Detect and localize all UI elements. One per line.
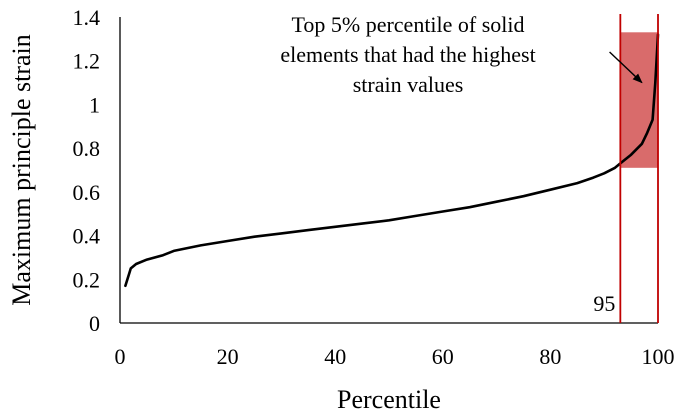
annotation-text-line: strain values: [353, 72, 464, 97]
percentile-marker-label: 95: [593, 291, 615, 316]
x-axis-title: Percentile: [337, 385, 441, 414]
y-tick-label: 0.8: [73, 136, 101, 161]
y-axis-title: Maximum principle strain: [7, 34, 36, 306]
y-tick-label: 0: [89, 311, 100, 336]
annotation-text-line: Top 5% percentile of solid: [291, 12, 524, 37]
x-tick-label: 0: [115, 344, 126, 369]
y-tick-label: 0.4: [73, 224, 101, 249]
y-tick-label: 0.6: [73, 180, 101, 205]
y-tick-label: 1: [89, 92, 100, 117]
strain-curve: [124, 33, 660, 288]
annotation-arrow: [609, 51, 643, 84]
x-tick-label: 100: [642, 344, 675, 369]
y-tick-label: 1.4: [73, 5, 101, 30]
x-tick-label: 40: [324, 344, 346, 369]
y-tick-label: 1.2: [73, 49, 101, 74]
x-tick-label: 60: [432, 344, 454, 369]
y-tick-label: 0.2: [73, 267, 101, 292]
annotation-text-line: elements that had the highest: [280, 42, 535, 67]
x-tick-label: 80: [539, 344, 561, 369]
x-tick-label: 20: [217, 344, 239, 369]
